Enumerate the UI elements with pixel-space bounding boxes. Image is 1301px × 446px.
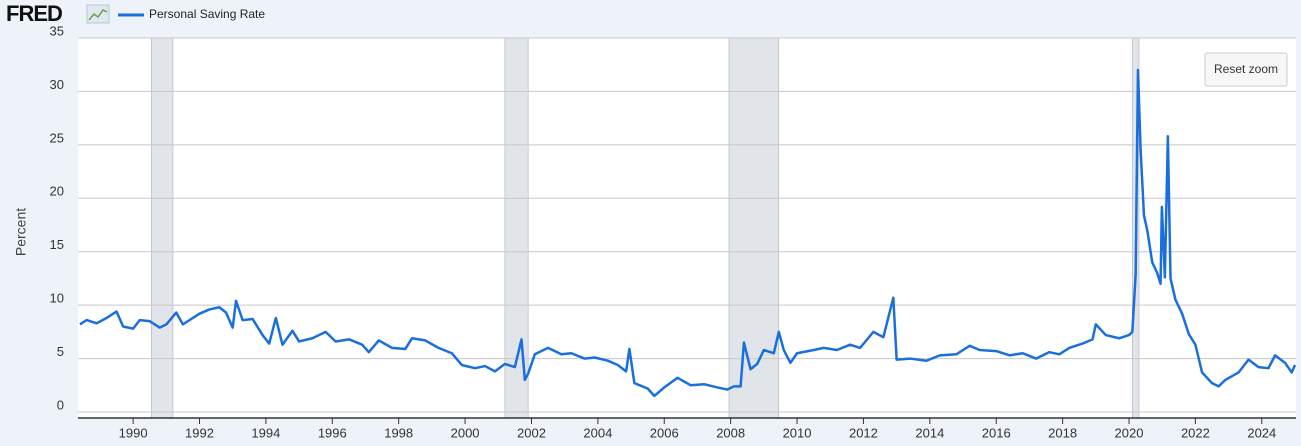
button-label[interactable]: Reset zoom <box>1214 62 1278 76</box>
x-tick-label: 2020 <box>1115 425 1144 440</box>
x-tick-label: 1996 <box>318 425 347 440</box>
x-tick-label: 2022 <box>1181 425 1210 440</box>
x-tick-label: 2002 <box>517 425 546 440</box>
recession-band <box>728 37 780 419</box>
recession-band <box>151 37 174 419</box>
x-tick-label: 2018 <box>1048 425 1077 440</box>
button-box[interactable] <box>1204 52 1288 87</box>
reset-zoom-button[interactable]: Reset zoom <box>1204 52 1288 87</box>
y-tick-label: 30 <box>50 77 64 92</box>
y-tick-label: 20 <box>50 184 64 199</box>
data-line <box>79 68 1297 398</box>
logo: FRED <box>6 1 62 26</box>
x-tick-label: 2010 <box>783 425 812 440</box>
x-tick-label: 2014 <box>915 425 944 440</box>
x-tick-label: 2006 <box>650 425 679 440</box>
plot-area <box>78 38 1296 418</box>
y-tick-label: 35 <box>50 23 64 38</box>
y-tick-label: 5 <box>57 344 64 359</box>
x-tick-label: 1990 <box>119 425 148 440</box>
x-tick-label: 1992 <box>185 425 214 440</box>
x-tick-label: 2008 <box>716 425 745 440</box>
logo-icon <box>86 4 110 24</box>
y-tick-label: 25 <box>50 130 64 145</box>
x-tick-label: 2024 <box>1247 425 1276 440</box>
plot: 0 5 10 15 20 25 30 35 1990 1992 1994 1996 1998 2000 20… <box>50 23 1297 440</box>
x-tick-label: 2004 <box>583 425 612 440</box>
legend-label: Personal Saving Rate <box>149 7 265 21</box>
x-tick-label: 2000 <box>451 425 480 440</box>
x-tick-label: 2012 <box>849 425 878 440</box>
y-axis-label: Percent <box>13 208 29 256</box>
y-tick-label: 0 <box>57 397 64 412</box>
x-tick-label: 2016 <box>982 425 1011 440</box>
x-tick-label: 1998 <box>384 425 413 440</box>
y-tick-label: 10 <box>50 291 64 306</box>
y-tick-label: 15 <box>50 237 64 252</box>
x-tick-label: 1994 <box>251 425 280 440</box>
